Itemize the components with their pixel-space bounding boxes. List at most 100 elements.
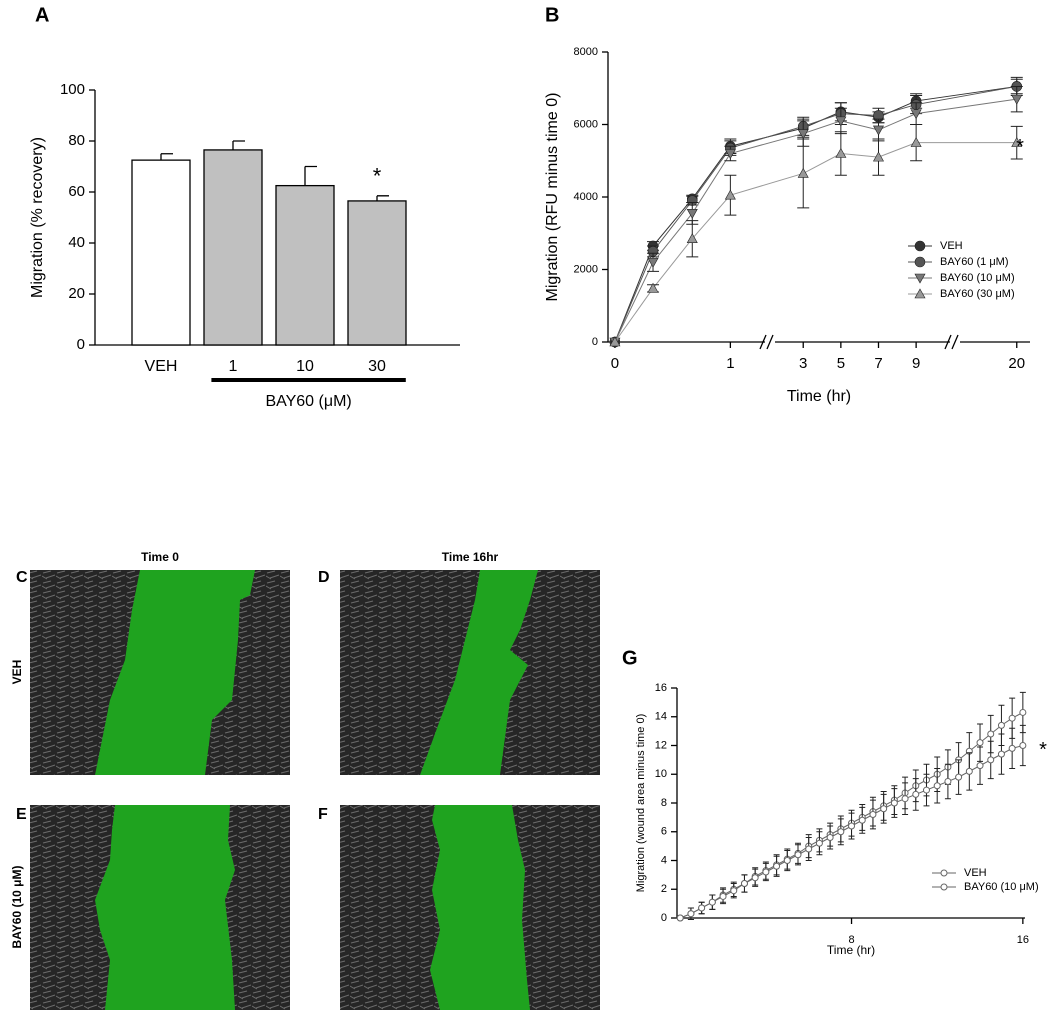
marker [826,834,834,841]
column-label: Time 0 [141,550,179,564]
error-bar [160,153,173,161]
y-axis-title: Migration (RFU minus time 0) [544,93,561,302]
legend-label: BAY60 (30 μM) [940,288,1015,300]
error-bar [304,165,317,186]
marker [724,189,736,200]
marker [751,874,759,882]
marker [944,777,952,785]
y-tick-label: 0 [592,336,598,348]
marker [762,868,770,876]
bar [203,149,263,346]
x-tick-label: 3 [799,355,807,372]
marker [1011,94,1023,105]
y-tick-label: 6000 [574,118,598,130]
y-tick-label: 20 [68,285,85,302]
panel-label: C [16,569,28,586]
marker [740,880,748,887]
panel-label: E [16,806,27,823]
marker [686,233,698,243]
axis-break [944,334,952,350]
error-bar [232,140,245,150]
y-axis-title: Migration (% recovery) [29,137,46,298]
column-label: Time 16hr [442,550,499,564]
marker [837,828,845,836]
marker [835,147,847,158]
marker [797,129,809,140]
legend-label: BAY60 (1 μM) [940,256,1009,268]
panel-label: D [318,569,330,586]
y-tick-label: 8 [661,797,667,809]
bar [275,184,335,346]
marker [609,336,621,347]
marker [773,862,781,870]
x-tick-label: 9 [912,355,920,372]
micrograph-e [30,805,290,1010]
marker [997,750,1005,758]
marker [805,845,813,853]
marker [976,739,984,747]
y-tick-label: 0 [77,336,85,353]
y-tick-label: 60 [68,183,85,200]
y-tick-label: 40 [68,234,85,251]
x-tick-label: VEH [145,358,178,375]
y-tick-label: 4 [661,854,667,866]
marker [1019,742,1027,749]
marker [910,137,922,147]
legend-label: VEH [940,240,963,252]
error-bar [376,195,389,201]
micrograph-c [30,570,290,775]
x-tick-label: 5 [837,355,845,372]
marker [815,839,823,847]
axis-break [951,334,959,350]
marker [872,125,885,136]
row-label: BAY60 (10 μM) [10,866,24,949]
micrograph-f [340,805,600,1010]
x-tick-label: 8 [848,934,854,946]
x-tick-label: 20 [1008,355,1025,372]
y-tick-label: 14 [655,711,667,723]
marker [687,910,695,918]
marker [647,257,659,268]
marker [730,887,738,895]
marker [901,795,909,803]
y-tick-label: 8000 [574,46,598,58]
marker [647,282,659,293]
series-line [614,85,1017,343]
annotation: * [1039,739,1047,761]
axis-break [766,334,774,350]
marker [708,898,716,906]
y-tick-label: 80 [68,132,85,149]
y-tick-label: 12 [655,739,667,751]
marker [1019,708,1027,716]
x-tick-label: 0 [611,355,619,372]
row-label: VEH [10,660,24,685]
panel-label: G [622,647,638,669]
micrograph-d [340,570,600,775]
series [608,85,1023,348]
y-tick-label: 2 [661,883,667,895]
series [676,724,1027,922]
y-tick-label: 4000 [574,191,598,203]
marker [922,786,930,794]
marker [1011,137,1023,147]
marker [912,790,920,798]
legend-label: BAY60 (10 μM) [964,881,1039,893]
legend-marker [914,240,926,252]
marker [724,149,736,160]
legend-marker [940,883,948,891]
legend-marker [914,273,926,284]
marker [686,209,698,219]
y-axis-title: Migration (wound area minus time 0) [635,714,647,893]
annotation: * [1016,136,1024,158]
y-tick-label: 0 [661,912,667,924]
bar [347,200,407,346]
marker [890,799,898,807]
annotation: * [373,164,382,189]
panel-label: B [545,4,559,26]
marker [1008,744,1016,752]
x-tick-label: 1 [726,355,734,372]
marker [965,767,973,775]
x-axis-title: Time (hr) [827,943,875,957]
marker [976,762,984,770]
